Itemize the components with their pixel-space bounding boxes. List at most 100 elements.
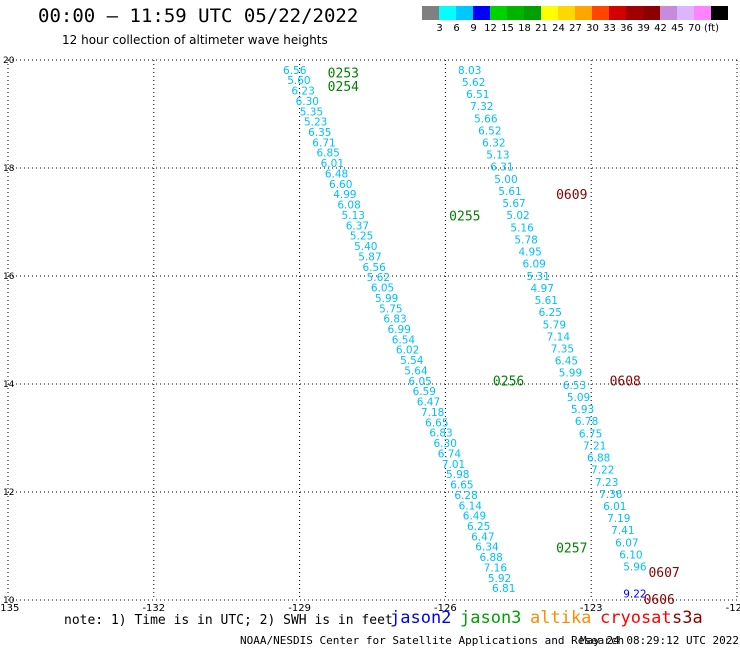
pass-time-label: 0253 bbox=[328, 67, 359, 82]
wave-height-point: 5.78 bbox=[514, 234, 537, 246]
wave-height-point: 5.61 bbox=[535, 295, 558, 307]
wave-height-point: 4.95 bbox=[518, 247, 541, 259]
x-tick-label: -132 bbox=[142, 603, 165, 614]
wave-height-point: 6.31 bbox=[490, 162, 513, 174]
units-note: note: 1) Time is in UTC; 2) SWH is in fe… bbox=[64, 613, 393, 628]
chart-subtitle: 12 hour collection of altimeter wave hei… bbox=[62, 33, 328, 47]
colorbar-label: 42 bbox=[654, 23, 667, 34]
wave-height-point: 7.35 bbox=[551, 343, 574, 355]
wave-height-point: 6.35 bbox=[308, 127, 331, 139]
wave-height-point: 5.13 bbox=[486, 150, 509, 162]
colorbar-swatch bbox=[439, 6, 456, 20]
colorbar-label: 39 bbox=[637, 23, 650, 34]
wave-height-point: 5.00 bbox=[494, 174, 517, 186]
wave-height-point: 9.22 bbox=[623, 589, 646, 601]
wave-height-point: 5.96 bbox=[623, 562, 647, 574]
colorbar-swatch bbox=[677, 6, 694, 20]
pass-time-label: 0254 bbox=[328, 80, 359, 95]
wave-height-point: 5.61 bbox=[498, 186, 521, 198]
x-tick-label: -123 bbox=[580, 603, 603, 614]
wave-height-point: 7.21 bbox=[583, 440, 606, 452]
pass-time-label: 0609 bbox=[556, 188, 587, 203]
colorbar-swatch bbox=[558, 6, 575, 20]
wave-height-point: 7.18 bbox=[421, 407, 444, 419]
wave-height-point: 6.48 bbox=[325, 168, 348, 180]
wave-height-point: 7.36 bbox=[599, 489, 623, 501]
wave-height-point: 5.87 bbox=[358, 251, 381, 263]
wave-height-point: 5.31 bbox=[527, 271, 550, 283]
wave-height-point: 6.25 bbox=[467, 521, 490, 533]
wave-height-point: 7.22 bbox=[591, 465, 614, 477]
colorbar-label: 70 bbox=[688, 23, 701, 34]
pass-time-label: 0257 bbox=[556, 542, 587, 557]
colorbar-label: 9 bbox=[470, 23, 477, 34]
colorbar-swatch bbox=[422, 6, 439, 20]
wave-height-point: 5.23 bbox=[304, 117, 327, 129]
colorbar-swatch bbox=[507, 6, 524, 20]
colorbar-swatch bbox=[609, 6, 626, 20]
wave-height-point: 6.49 bbox=[463, 511, 486, 523]
wave-height-point: 6.54 bbox=[392, 334, 416, 346]
colorbar-swatch bbox=[490, 6, 507, 20]
wave-height-point: 7.19 bbox=[607, 513, 630, 525]
wave-height-point: 6.74 bbox=[438, 448, 462, 460]
wave-height-point: 5.54 bbox=[400, 355, 424, 367]
pass-time-label: 0607 bbox=[648, 566, 679, 581]
wave-height-point: 5.16 bbox=[510, 222, 534, 234]
wave-height-point: 6.01 bbox=[603, 501, 626, 513]
y-tick-label: 20 bbox=[3, 56, 15, 66]
wave-height-point: 5.75 bbox=[379, 303, 402, 315]
wave-height-point: 6.30 bbox=[296, 96, 319, 108]
colorbar-label: 15 bbox=[501, 23, 514, 34]
wave-height-point: 6.14 bbox=[459, 500, 483, 512]
wave-height-point: 6.78 bbox=[575, 416, 598, 428]
wave-height-point: 6.37 bbox=[346, 220, 369, 232]
wave-height-point: 8.03 bbox=[458, 65, 481, 77]
y-tick-label: 12 bbox=[3, 488, 14, 498]
wave-height-point: 6.30 bbox=[434, 438, 457, 450]
wave-height-point: 6.85 bbox=[316, 148, 339, 160]
legend-jason2: jason2 bbox=[390, 608, 452, 628]
wave-height-point: 5.99 bbox=[375, 293, 398, 305]
wave-height-point: 6.09 bbox=[522, 259, 545, 271]
wave-height-point: 5.64 bbox=[404, 365, 428, 377]
wave-height-point: 6.05 bbox=[408, 376, 431, 388]
legend-cryosat: cryosat bbox=[600, 608, 672, 628]
wave-height-point: 7.14 bbox=[547, 331, 571, 343]
wave-height-point: 6.10 bbox=[619, 549, 642, 561]
wave-height-point: 5.25 bbox=[350, 231, 373, 243]
wave-height-point: 5.09 bbox=[567, 392, 590, 404]
wave-height-point: 6.34 bbox=[475, 542, 499, 554]
wave-height-point: 6.07 bbox=[615, 537, 638, 549]
wave-height-point: 6.71 bbox=[312, 137, 335, 149]
x-tick-label: -120 bbox=[726, 603, 740, 614]
y-tick-label: 14 bbox=[3, 380, 15, 390]
colorbar-label: 33 bbox=[603, 23, 616, 34]
y-tick-label: 10 bbox=[3, 596, 15, 606]
x-tick-label: -135 bbox=[0, 603, 19, 614]
wave-height-point: 5.92 bbox=[488, 573, 511, 585]
colorbar-swatch bbox=[660, 6, 677, 20]
colorbar-swatch bbox=[473, 6, 490, 20]
wave-height-point: 5.98 bbox=[446, 469, 469, 481]
wave-height-point: 6.59 bbox=[413, 386, 436, 398]
y-tick-label: 16 bbox=[3, 272, 15, 282]
wave-height-point: 6.23 bbox=[291, 86, 314, 98]
colorbar-label: 27 bbox=[569, 23, 582, 34]
wave-height-point: 7.41 bbox=[611, 525, 634, 537]
wave-height-point: 6.75 bbox=[579, 428, 602, 440]
legend-jason3: jason3 bbox=[460, 608, 522, 628]
wave-height-point: 5.79 bbox=[543, 319, 566, 331]
wave-height-point: 5.40 bbox=[354, 241, 377, 253]
x-tick-label: -129 bbox=[288, 603, 311, 614]
colorbar-swatch bbox=[643, 6, 660, 20]
y-tick-label: 18 bbox=[3, 164, 15, 174]
wave-height-point: 5.93 bbox=[571, 404, 594, 416]
wave-height-point: 6.47 bbox=[417, 397, 440, 409]
wave-height-point: 5.62 bbox=[462, 77, 485, 89]
colorbar-label: 12 bbox=[484, 23, 497, 34]
credit-text: NOAA/NESDIS Center for Satellite Applica… bbox=[240, 634, 625, 647]
colorbar-label: 30 bbox=[586, 23, 599, 34]
pass-time-label: 0256 bbox=[493, 374, 524, 389]
